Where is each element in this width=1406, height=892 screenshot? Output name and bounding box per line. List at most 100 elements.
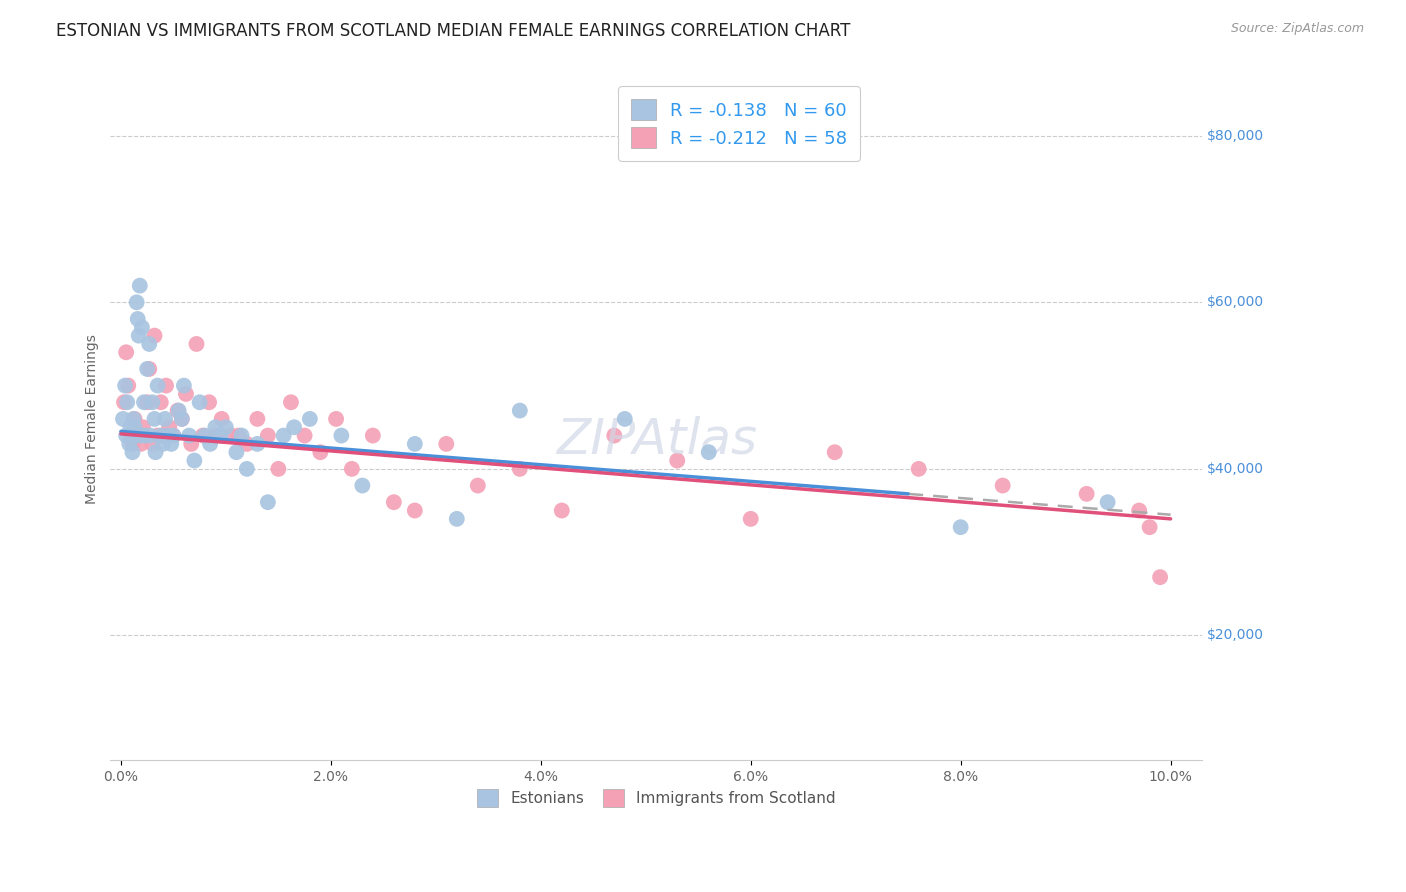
Point	[136, 395, 159, 409]
Point	[198, 437, 221, 451]
Point	[120, 428, 142, 442]
Point	[117, 378, 139, 392]
Point	[273, 428, 295, 442]
Point	[340, 462, 363, 476]
Point	[179, 428, 201, 442]
Point	[121, 437, 143, 451]
Point	[1139, 520, 1161, 534]
Point	[146, 378, 169, 392]
Point	[111, 412, 134, 426]
Point	[1076, 487, 1098, 501]
Point	[162, 428, 184, 442]
Point	[124, 412, 146, 426]
Text: $20,000: $20,000	[1208, 629, 1264, 642]
Point	[170, 412, 193, 426]
Point	[152, 437, 174, 451]
Point	[1097, 495, 1119, 509]
Point	[143, 328, 166, 343]
Point	[991, 478, 1014, 492]
Point	[167, 403, 190, 417]
Point	[183, 453, 205, 467]
Point	[128, 328, 150, 343]
Point	[1149, 570, 1171, 584]
Legend: Estonians, Immigrants from Scotland: Estonians, Immigrants from Scotland	[470, 781, 844, 814]
Point	[120, 428, 142, 442]
Point	[114, 378, 136, 392]
Point	[122, 412, 145, 426]
Point	[246, 437, 269, 451]
Point	[174, 387, 197, 401]
Point	[352, 478, 374, 492]
Point	[152, 428, 174, 442]
Point	[194, 428, 217, 442]
Point	[134, 428, 156, 442]
Point	[215, 420, 238, 434]
Point	[118, 437, 141, 451]
Point	[125, 295, 148, 310]
Point	[124, 420, 146, 434]
Point	[613, 412, 636, 426]
Text: ZIPAtlas: ZIPAtlas	[555, 416, 756, 464]
Point	[136, 362, 159, 376]
Point	[740, 512, 762, 526]
Point	[125, 428, 148, 442]
Point	[129, 437, 152, 451]
Point	[211, 412, 233, 426]
Text: Source: ZipAtlas.com: Source: ZipAtlas.com	[1230, 22, 1364, 36]
Point	[124, 428, 146, 442]
Point	[404, 437, 426, 451]
Point	[180, 437, 202, 451]
Point	[121, 445, 143, 459]
Point	[1128, 503, 1150, 517]
Point	[155, 378, 177, 392]
Point	[257, 495, 280, 509]
Point	[246, 412, 269, 426]
Point	[509, 462, 531, 476]
Point	[204, 420, 226, 434]
Point	[127, 312, 149, 326]
Point	[145, 445, 167, 459]
Point	[112, 395, 135, 409]
Text: $40,000: $40,000	[1208, 462, 1264, 476]
Point	[257, 428, 280, 442]
Point	[186, 337, 208, 351]
Point	[697, 445, 720, 459]
Point	[120, 420, 142, 434]
Text: $80,000: $80,000	[1208, 128, 1264, 143]
Point	[153, 412, 176, 426]
Point	[225, 445, 247, 459]
Point	[143, 412, 166, 426]
Point	[131, 320, 153, 334]
Point	[115, 345, 138, 359]
Point	[129, 428, 152, 442]
Point	[162, 428, 184, 442]
Point	[128, 428, 150, 442]
Point	[446, 512, 468, 526]
Point	[138, 337, 160, 351]
Point	[160, 437, 183, 451]
Point	[309, 445, 332, 459]
Text: ESTONIAN VS IMMIGRANTS FROM SCOTLAND MEDIAN FEMALE EARNINGS CORRELATION CHART: ESTONIAN VS IMMIGRANTS FROM SCOTLAND MED…	[56, 22, 851, 40]
Point	[330, 428, 353, 442]
Y-axis label: Median Female Earnings: Median Female Earnings	[86, 334, 100, 504]
Point	[132, 395, 155, 409]
Point	[434, 437, 457, 451]
Text: $60,000: $60,000	[1208, 295, 1264, 310]
Point	[191, 428, 214, 442]
Point	[166, 403, 188, 417]
Point	[228, 428, 250, 442]
Point	[298, 412, 321, 426]
Point	[603, 428, 626, 442]
Point	[188, 395, 211, 409]
Point	[404, 503, 426, 517]
Point	[219, 428, 242, 442]
Point	[949, 520, 972, 534]
Point	[115, 428, 138, 442]
Point	[204, 428, 226, 442]
Point	[236, 437, 259, 451]
Point	[509, 403, 531, 417]
Point	[139, 428, 162, 442]
Point	[146, 428, 169, 442]
Point	[467, 478, 489, 492]
Point	[141, 395, 163, 409]
